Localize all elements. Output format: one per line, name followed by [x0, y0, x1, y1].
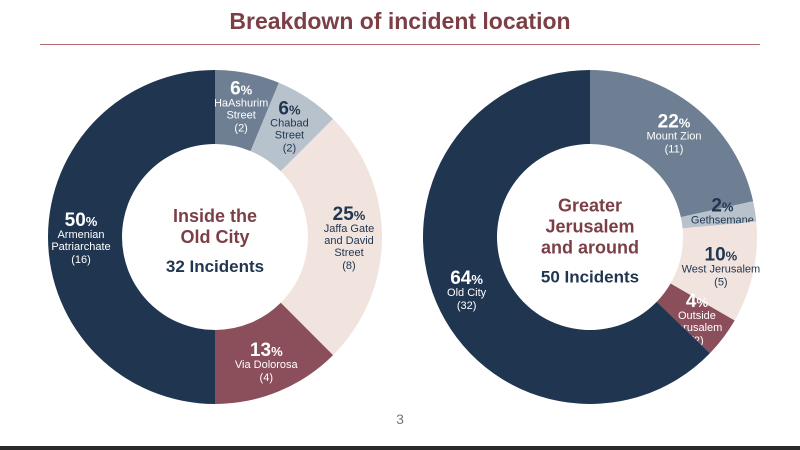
slice-percent-label: 6%	[230, 79, 253, 100]
donut-hole	[123, 145, 307, 329]
donut-chart-1: 6%HaAshurimStreet(2)6%ChabadStreet(2)25%…	[48, 70, 382, 405]
pie-slice	[656, 283, 735, 354]
slice-count-label: (5)	[714, 277, 727, 289]
slice-name-label: Mount Zion	[646, 131, 701, 143]
slice-name-label: HaAshurim	[214, 98, 268, 110]
pie-slice	[280, 118, 382, 356]
slice-name-label: Patriarchate	[51, 241, 110, 253]
pie-slice	[423, 70, 710, 404]
title-divider	[40, 44, 760, 45]
page-number: 3	[396, 411, 404, 427]
slice-count-label: (32)	[457, 300, 477, 312]
slice-name-label: Jaffa Gate	[324, 223, 375, 235]
chart-title: Breakdown of incident location	[229, 8, 571, 34]
bottom-bar	[0, 446, 800, 450]
slice-name-label: Street	[226, 110, 255, 122]
slice-count-label: (16)	[71, 254, 91, 266]
center-title: Inside the	[173, 206, 257, 226]
pie-slice	[670, 221, 757, 321]
slice-name-label: Outside	[678, 310, 716, 322]
slice-count-label: (11)	[665, 144, 684, 156]
slice-percent-label: 13%	[250, 340, 283, 361]
slice-name-label: and David	[324, 235, 374, 247]
slice-percent-label: 2%	[711, 195, 734, 216]
center-title: Old City	[180, 227, 249, 247]
pie-slice	[215, 70, 279, 152]
slice-percent-label: 64%	[450, 268, 483, 289]
pie-slice	[590, 70, 754, 218]
slice-percent-label: 25%	[333, 204, 366, 225]
donut-hole	[498, 145, 682, 329]
slice-percent-label: 4%	[686, 291, 709, 312]
donut-chart-2: 22%Mount Zion(11)2%Gethsemane(1)10%West …	[423, 70, 760, 404]
slice-percent-label: 6%	[278, 99, 301, 120]
slice-percent-label: 10%	[705, 245, 738, 266]
slice-count-label: (2)	[283, 143, 296, 155]
pie-slice	[680, 201, 757, 229]
slice-name-label: West Jerusalem	[682, 264, 761, 276]
center-title: Greater	[558, 196, 622, 216]
slice-name-label: Street	[334, 247, 363, 259]
slice-count-label: (4)	[260, 372, 273, 384]
slice-percent-label: 22%	[658, 112, 691, 133]
slice-percent-label: 50%	[65, 210, 98, 231]
slice-name-label: Street	[275, 130, 304, 142]
slice-name-label: Armenian	[57, 229, 104, 241]
slice-count-label: (8)	[342, 260, 355, 272]
pie-slice	[250, 82, 334, 172]
slice-name-label: Chabad	[270, 118, 309, 130]
slice-name-label: Old City	[447, 287, 487, 299]
center-title: Jerusalem	[545, 217, 634, 237]
center-total: 50 Incidents	[541, 268, 639, 287]
slice-name-label: Via Dolorosa	[235, 359, 299, 371]
pie-slice	[48, 70, 215, 404]
pie-slice	[215, 302, 334, 405]
slice-count-label: (2)	[234, 123, 247, 135]
center-title: and around	[541, 238, 639, 258]
center-total: 32 Incidents	[166, 257, 264, 276]
